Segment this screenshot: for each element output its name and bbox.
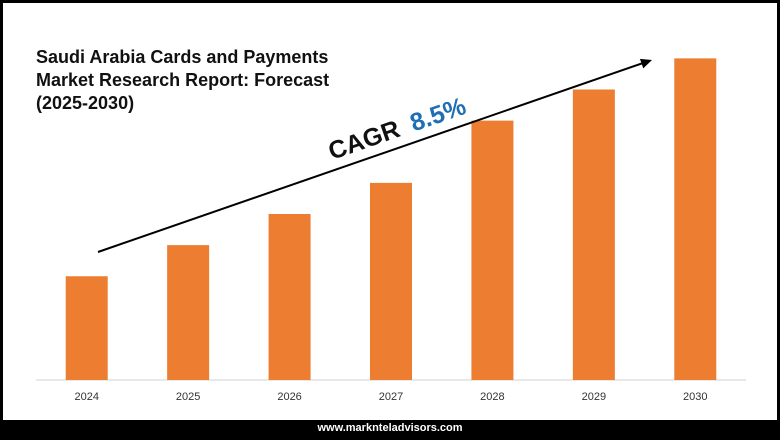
cagr-annotation: CAGR 8.5% bbox=[325, 92, 470, 165]
cagr-prefix: CAGR bbox=[325, 115, 404, 166]
bars-group bbox=[65, 58, 717, 380]
x-tick-label-2024: 2024 bbox=[74, 391, 98, 403]
footer-url: www.marknteladvisors.com bbox=[317, 422, 463, 434]
x-tick-label-2029: 2029 bbox=[582, 391, 606, 403]
footer-bar: www.marknteladvisors.com bbox=[0, 420, 780, 440]
x-tick-label-2027: 2027 bbox=[379, 391, 403, 403]
bar-2025 bbox=[167, 245, 210, 380]
trend-arrow bbox=[97, 58, 652, 253]
bar-chart: 2024 2025 2026 2027 2028 2029 2030 CAGR 8.5% bbox=[36, 58, 746, 403]
arrow-head-icon bbox=[639, 58, 652, 69]
x-tick-labels: 2024 2025 2026 2027 2028 2029 2030 bbox=[74, 391, 707, 403]
bar-2028 bbox=[471, 120, 514, 380]
trend-line bbox=[97, 61, 647, 253]
chart-title: Saudi Arabia Cards and Payments Market R… bbox=[36, 47, 330, 113]
bar-2027 bbox=[370, 182, 412, 380]
x-tick-label-2025: 2025 bbox=[176, 391, 200, 403]
bar-2030 bbox=[674, 58, 717, 380]
bar-2026 bbox=[268, 214, 311, 380]
bar-2024 bbox=[65, 276, 108, 380]
bar-2029 bbox=[572, 89, 615, 380]
x-tick-label-2028: 2028 bbox=[480, 391, 504, 403]
x-tick-label-2026: 2026 bbox=[277, 391, 301, 403]
cagr-value: 8.5% bbox=[407, 92, 470, 137]
x-tick-label-2030: 2030 bbox=[683, 391, 707, 403]
